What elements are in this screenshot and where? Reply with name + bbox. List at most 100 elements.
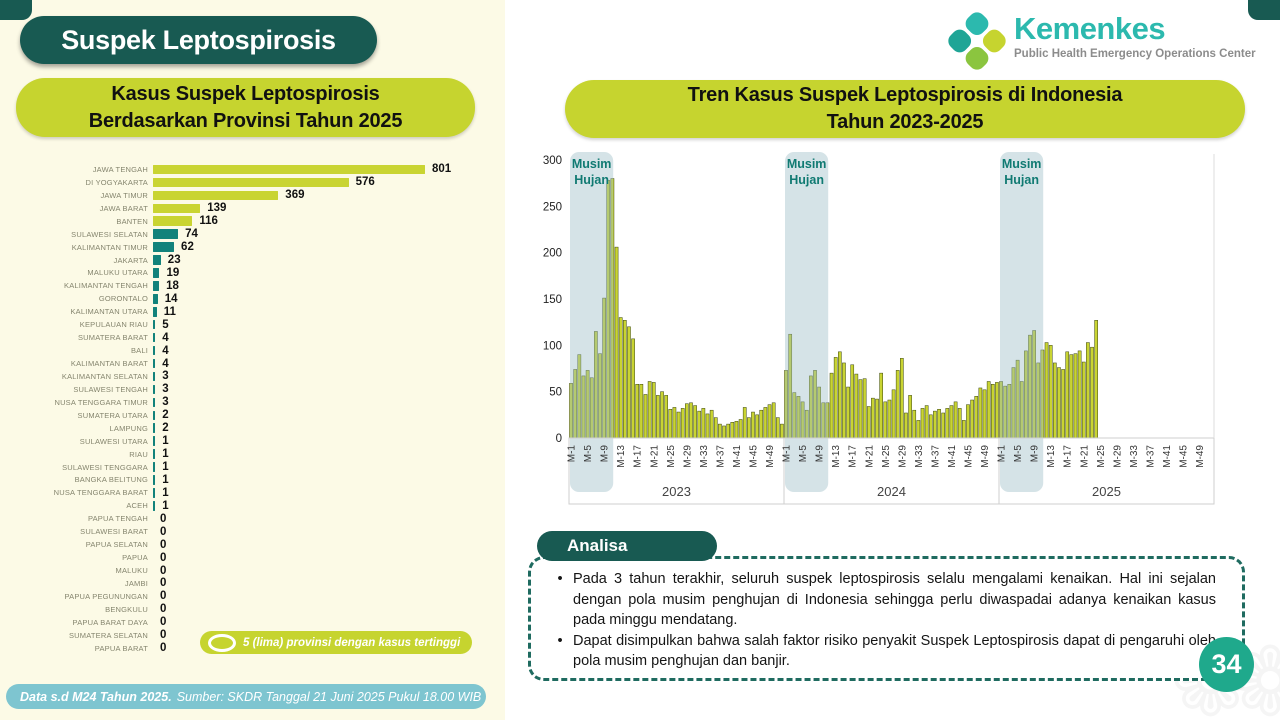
province-bar [153, 397, 156, 408]
province-label: GORONTALO [98, 294, 148, 304]
province-value: 11 [163, 305, 176, 318]
province-row: NUSA TENGGARA BARAT 1 [8, 486, 500, 499]
province-value: 2 [162, 409, 169, 422]
province-bar [153, 294, 158, 304]
svg-text:M-5: M-5 [798, 445, 809, 463]
svg-text:M-1: M-1 [782, 445, 793, 463]
province-label: JAWA TIMUR [100, 190, 148, 200]
kemenkes-subtitle: Public Health Emergency Operations Cente… [1014, 48, 1256, 61]
province-value: 4 [162, 357, 169, 370]
province-row: SUMATERA BARAT 4 [8, 331, 500, 344]
province-label: BANTEN [116, 216, 148, 226]
province-label: MALUKU [115, 566, 148, 576]
svg-text:M-25: M-25 [1096, 445, 1107, 468]
province-row: JAWA TENGAH 801 [8, 163, 500, 176]
svg-text:M-29: M-29 [682, 445, 693, 468]
svg-text:M-13: M-13 [1046, 445, 1057, 468]
province-label: SUMATERA UTARA [77, 410, 148, 420]
footer-period: Data s.d M24 Tahun 2025. [20, 689, 172, 704]
province-row: SUMATERA SELATAN 0 [8, 629, 500, 642]
province-row: SUMATERA UTARA 2 [8, 409, 500, 422]
province-label: JAWA TENGAH [92, 164, 148, 174]
svg-text:M-9: M-9 [600, 445, 611, 463]
province-value: 4 [162, 331, 169, 344]
svg-text:M-49: M-49 [1195, 445, 1206, 468]
province-label: BENGKULU [105, 604, 148, 614]
province-value: 62 [181, 241, 194, 254]
svg-text:Hujan: Hujan [1004, 173, 1039, 187]
province-label: DI YOGYAKARTA [85, 177, 148, 187]
kemenkes-brand: Kemenkes [1014, 11, 1166, 46]
svg-text:2024: 2024 [877, 484, 906, 499]
svg-text:150: 150 [543, 294, 562, 306]
province-bar [153, 268, 160, 278]
svg-text:M-41: M-41 [1162, 445, 1173, 468]
province-row: MALUKU 0 [8, 564, 500, 577]
province-value: 0 [160, 629, 167, 642]
province-row: SULAWESI BARAT 0 [8, 525, 500, 538]
province-label: KALIMANTAN UTARA [70, 307, 148, 317]
province-bar [153, 449, 156, 459]
province-value: 0 [160, 564, 167, 577]
province-bar [153, 462, 156, 472]
province-chart-rows: JAWA TENGAH 801 DI YOGYAKARTA 576 JAWA TIMUR… [8, 163, 500, 655]
province-row: JAWA TIMUR 369 [8, 189, 500, 202]
svg-text:M-25: M-25 [666, 445, 677, 468]
province-row: SULAWESI SELATAN 74 [8, 228, 500, 241]
province-bar [153, 475, 156, 485]
province-bar [153, 358, 156, 369]
svg-text:M-37: M-37 [715, 445, 726, 468]
svg-text:M-13: M-13 [616, 445, 627, 468]
province-bar [153, 345, 156, 356]
corner-decor-left [0, 0, 32, 20]
province-value: 0 [160, 538, 167, 551]
province-label: PAPUA [122, 553, 148, 563]
province-row: BENGKULU 0 [8, 603, 500, 616]
province-label: KEPULAUAN RIAU [79, 320, 148, 330]
province-label: JAMBI [124, 578, 148, 588]
province-row: PAPUA BARAT DAYA 0 [8, 616, 500, 629]
analysis-bullet: • Pada 3 tahun terakhir, seluruh suspek … [547, 569, 1216, 631]
province-value: 19 [166, 266, 180, 279]
province-value: 14 [164, 292, 178, 305]
province-row: MALUKU UTARA 19 [8, 267, 500, 280]
province-value: 3 [162, 396, 169, 409]
svg-text:M-45: M-45 [963, 445, 974, 468]
province-bar [153, 423, 156, 433]
svg-text:Musim: Musim [787, 157, 827, 171]
province-value: 1 [162, 435, 169, 448]
bullet-icon: • [557, 571, 563, 587]
province-value: 139 [207, 202, 227, 215]
svg-text:M-13: M-13 [831, 445, 842, 468]
province-value: 0 [160, 551, 167, 564]
province-row: KALIMANTAN SELATAN 3 [8, 370, 500, 383]
kemenkes-logo: Kemenkes Public Health Emergency Operati… [948, 11, 1256, 70]
province-row: SULAWESI TENGGARA 1 [8, 461, 500, 474]
trend-chart-title-line2: Tahun 2023-2025 [826, 111, 984, 133]
province-row: LAMPUNG 2 [8, 422, 500, 435]
province-bar [153, 177, 349, 188]
svg-text:300: 300 [543, 155, 562, 167]
analysis-header: Analisa [537, 531, 717, 561]
bullet-icon: • [557, 632, 563, 649]
province-bar [153, 242, 175, 252]
province-value: 18 [166, 279, 179, 292]
province-label: KALIMANTAN BARAT [70, 359, 148, 369]
province-bar [153, 307, 157, 317]
province-value: 0 [160, 577, 167, 590]
province-label: PAPUA SELATAN [85, 540, 148, 550]
province-value: 74 [185, 228, 198, 241]
svg-text:Hujan: Hujan [789, 173, 824, 187]
province-label: JAKARTA [113, 255, 148, 265]
province-row: JAMBI 0 [8, 577, 500, 590]
legend-label: 5 (lima) provinsi dengan kasus tertinggi [243, 636, 461, 649]
analysis-bullet: • Dapat disimpulkan bahwa salah faktor r… [547, 631, 1216, 672]
svg-text:M-41: M-41 [947, 445, 958, 468]
svg-text:M-17: M-17 [848, 445, 859, 468]
province-value: 1 [162, 448, 169, 461]
province-value: 0 [160, 642, 167, 655]
province-row: JAKARTA 23 [8, 254, 500, 267]
province-label: NUSA TENGGARA TIMUR [54, 397, 148, 407]
corner-decor-right [1248, 0, 1280, 20]
